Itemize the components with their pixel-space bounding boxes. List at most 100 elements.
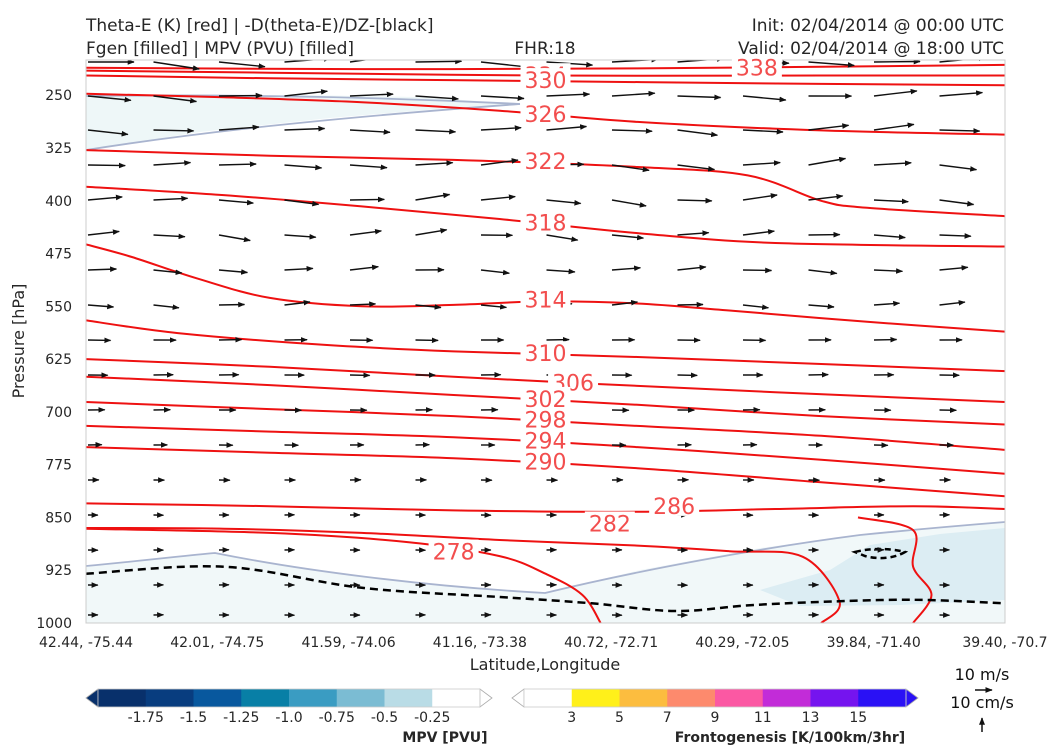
contour-label-bg — [731, 55, 782, 78]
mpv-contour — [86, 521, 1005, 594]
wind-vector — [349, 264, 379, 271]
colorbar-tick-label: -1.75 — [128, 710, 164, 726]
contour-label-bg — [649, 493, 700, 516]
wind-vector — [873, 88, 918, 97]
title-right-line2: Valid: 02/04/2014 @ 18:00 UTC — [738, 39, 1004, 59]
wind-vector — [546, 91, 591, 98]
wind-vector — [87, 229, 120, 236]
x-tick-label: 42.44, -75.44 — [39, 635, 133, 651]
wind-vector — [218, 92, 263, 99]
wind-vector — [939, 128, 981, 134]
wind-vector — [349, 301, 377, 307]
wind-vector — [349, 196, 385, 203]
colorbar-frame — [97, 688, 481, 708]
wind-vector — [87, 95, 132, 103]
contour-label-bg — [520, 101, 571, 124]
y-tick-label: 625 — [45, 352, 72, 368]
wind-vector — [349, 129, 391, 135]
wind-vector — [284, 89, 328, 97]
contour-label-330: 330 — [525, 69, 567, 94]
wind-vector — [284, 164, 323, 171]
contour-label-bg — [584, 511, 635, 534]
colorbar-swatch — [336, 689, 385, 707]
wind-vector — [415, 228, 448, 236]
wind-vector — [939, 60, 986, 63]
contour-label-286: 286 — [653, 495, 695, 520]
wind-vector — [153, 95, 198, 104]
contour-label-338: 338 — [736, 56, 778, 81]
wind-vector — [153, 160, 192, 166]
y-tick-label: 475 — [45, 247, 72, 263]
contour-label-bg — [520, 341, 571, 364]
wind-vector — [677, 230, 710, 236]
wind-vector — [415, 128, 457, 135]
wind-vector — [873, 60, 921, 65]
colorbar-tick-label: 15 — [849, 710, 867, 726]
wind-vector — [546, 199, 582, 206]
wind-vector — [218, 301, 246, 308]
theta-e-contour-286 — [857, 516, 933, 623]
wind-vector — [415, 304, 442, 310]
wind-vector — [808, 269, 838, 276]
colorbar-tick-label: 9 — [711, 710, 720, 726]
title-center: FHR:18 — [514, 39, 575, 59]
x-tick-label: 39.84, -71.40 — [827, 635, 921, 651]
x-tick-label: 42.01, -74.75 — [170, 635, 264, 651]
colorbar-swatch — [193, 689, 242, 707]
contour-label-bg — [520, 287, 571, 310]
wind-vector — [677, 197, 713, 204]
x-tick-label: 41.59, -74.06 — [302, 635, 396, 651]
wind-vector — [611, 128, 653, 134]
dashed-contour-closed — [851, 547, 909, 560]
colorbar-tick-label: 13 — [802, 710, 820, 726]
wind-vector — [153, 304, 180, 310]
wind-vector — [546, 124, 588, 131]
colorbar-extend-high — [905, 688, 919, 708]
wind-vector — [349, 91, 394, 98]
wind-vector — [87, 266, 118, 273]
wind-vector — [611, 265, 642, 272]
theta-e-contour-306 — [86, 358, 1005, 403]
wind-vector — [87, 129, 129, 137]
y-tick-label: 250 — [45, 88, 72, 104]
x-axis-label: Latitude,Longitude — [470, 655, 621, 674]
mpv-colorbar: -1.75 -1.5 -1.25 -1.0 -0.75 -0.5 -0.25 — [85, 688, 493, 726]
wind-vector — [153, 127, 195, 134]
colorbar-tick-label: -0.25 — [414, 710, 450, 726]
wind-vector — [284, 199, 320, 207]
mpv-colorbar-label: MPV [PVU] — [402, 730, 487, 746]
wind-vector — [480, 269, 510, 276]
contour-label-bg — [520, 149, 571, 172]
y-tick-label: 400 — [45, 194, 72, 210]
colorbar-tick-label: -1.5 — [180, 710, 207, 726]
wind-vector — [218, 269, 249, 275]
wind-vector — [480, 158, 519, 166]
wind-vector — [677, 164, 716, 172]
wind-vector — [611, 299, 639, 306]
wind-vector — [677, 264, 707, 271]
colorbar-swatch — [98, 689, 147, 707]
wind-vector — [480, 304, 508, 310]
wind-vector — [611, 234, 645, 241]
y-tick-label: 925 — [45, 563, 72, 579]
y-tick-label: 775 — [45, 458, 72, 474]
wind-vector — [939, 164, 978, 172]
theta-e-contour-318 — [86, 185, 1005, 248]
colorbar-swatch — [384, 689, 433, 707]
colorbar-swatch — [571, 689, 620, 707]
wind-vector — [153, 195, 189, 202]
wind-vector — [808, 61, 855, 68]
contour-label-bg — [520, 68, 571, 91]
theta-e-contour-322 — [86, 149, 1005, 218]
wind-vector — [677, 129, 719, 138]
colorbar-swatch — [858, 689, 907, 707]
wind-vector — [939, 300, 966, 306]
wind-scale-vertical-label: 10 cm/s — [950, 693, 1014, 712]
colorbar-swatch — [715, 689, 764, 707]
wind-vector — [87, 162, 126, 169]
theta-e-contour-314 — [86, 243, 1005, 333]
wind-vector — [742, 267, 773, 274]
x-tick-label: 39.40, -70.7 — [962, 635, 1047, 651]
wind-vector — [218, 61, 266, 69]
wind-vector — [415, 160, 454, 166]
